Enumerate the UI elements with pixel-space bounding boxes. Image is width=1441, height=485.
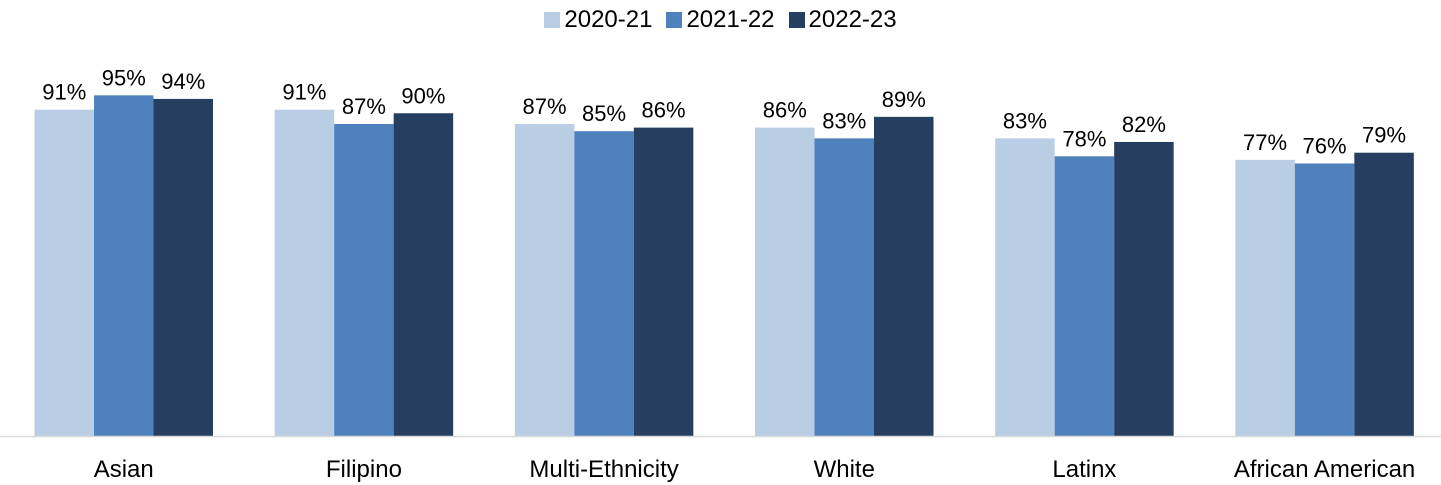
data-label: 83% [822,108,866,133]
legend-label-2020-21: 2020-21 [564,6,653,33]
data-label: 87% [342,94,386,119]
data-label: 95% [102,65,146,90]
data-label: 91% [282,80,326,105]
legend-item-2022-23: 2022-23 [788,6,897,34]
bar-2021-22-asian [94,95,154,436]
legend: 2020-21 2021-22 2022-23 [0,6,1441,34]
data-label: 91% [42,80,86,105]
bar-2020-21-filipino [274,109,335,436]
bar-2022-23-african-american [1354,152,1414,436]
bar-2022-23-asian [153,98,213,436]
bar-2021-22-african-american [1294,163,1355,437]
bar-2020-21-white [755,127,815,436]
legend-item-2021-22: 2021-22 [666,6,775,34]
data-label: 90% [401,83,445,108]
bar-2020-21-african-american [1235,159,1295,437]
bar-2020-21-multi-ethnicity [514,124,575,436]
x-tick-label: African American [1234,456,1415,483]
legend-swatch-2022-23 [788,12,805,28]
data-label: 89% [882,87,926,112]
legend-swatch-2021-22 [666,12,683,28]
data-label: 85% [582,101,626,126]
data-label: 82% [1122,112,1166,137]
bar-2021-22-white [814,138,874,436]
data-label: 76% [1303,133,1347,158]
bar-2020-21-latinx [995,138,1055,436]
bar-2021-22-latinx [1054,156,1115,437]
data-label: 94% [161,69,205,94]
bar-2022-23-latinx [1114,141,1174,436]
legend-label-2022-23: 2022-23 [808,6,897,33]
data-label: 87% [523,94,567,119]
x-tick-label: White [814,456,875,483]
legend-swatch-2020-21 [544,12,561,28]
x-tick-label: Filipino [326,456,402,483]
bar-2022-23-white [874,116,934,436]
data-label: 78% [1062,126,1106,151]
legend-label-2021-22: 2021-22 [686,6,775,33]
bar-2022-23-filipino [393,113,454,436]
bar-2021-22-multi-ethnicity [574,131,634,436]
bar-2021-22-filipino [334,124,394,436]
data-label: 83% [1003,108,1047,133]
bar-2020-21-asian [34,109,94,436]
legend-item-2020-21: 2020-21 [544,6,652,34]
x-tick-label: Asian [94,456,154,483]
data-label: 79% [1362,123,1406,148]
data-label: 77% [1243,130,1287,155]
x-tick-label: Latinx [1052,456,1116,483]
data-label: 86% [763,98,807,123]
data-label: 86% [642,98,686,123]
bar-2022-23-multi-ethnicity [633,127,694,436]
x-tick-label: Multi-Ethnicity [529,456,678,483]
